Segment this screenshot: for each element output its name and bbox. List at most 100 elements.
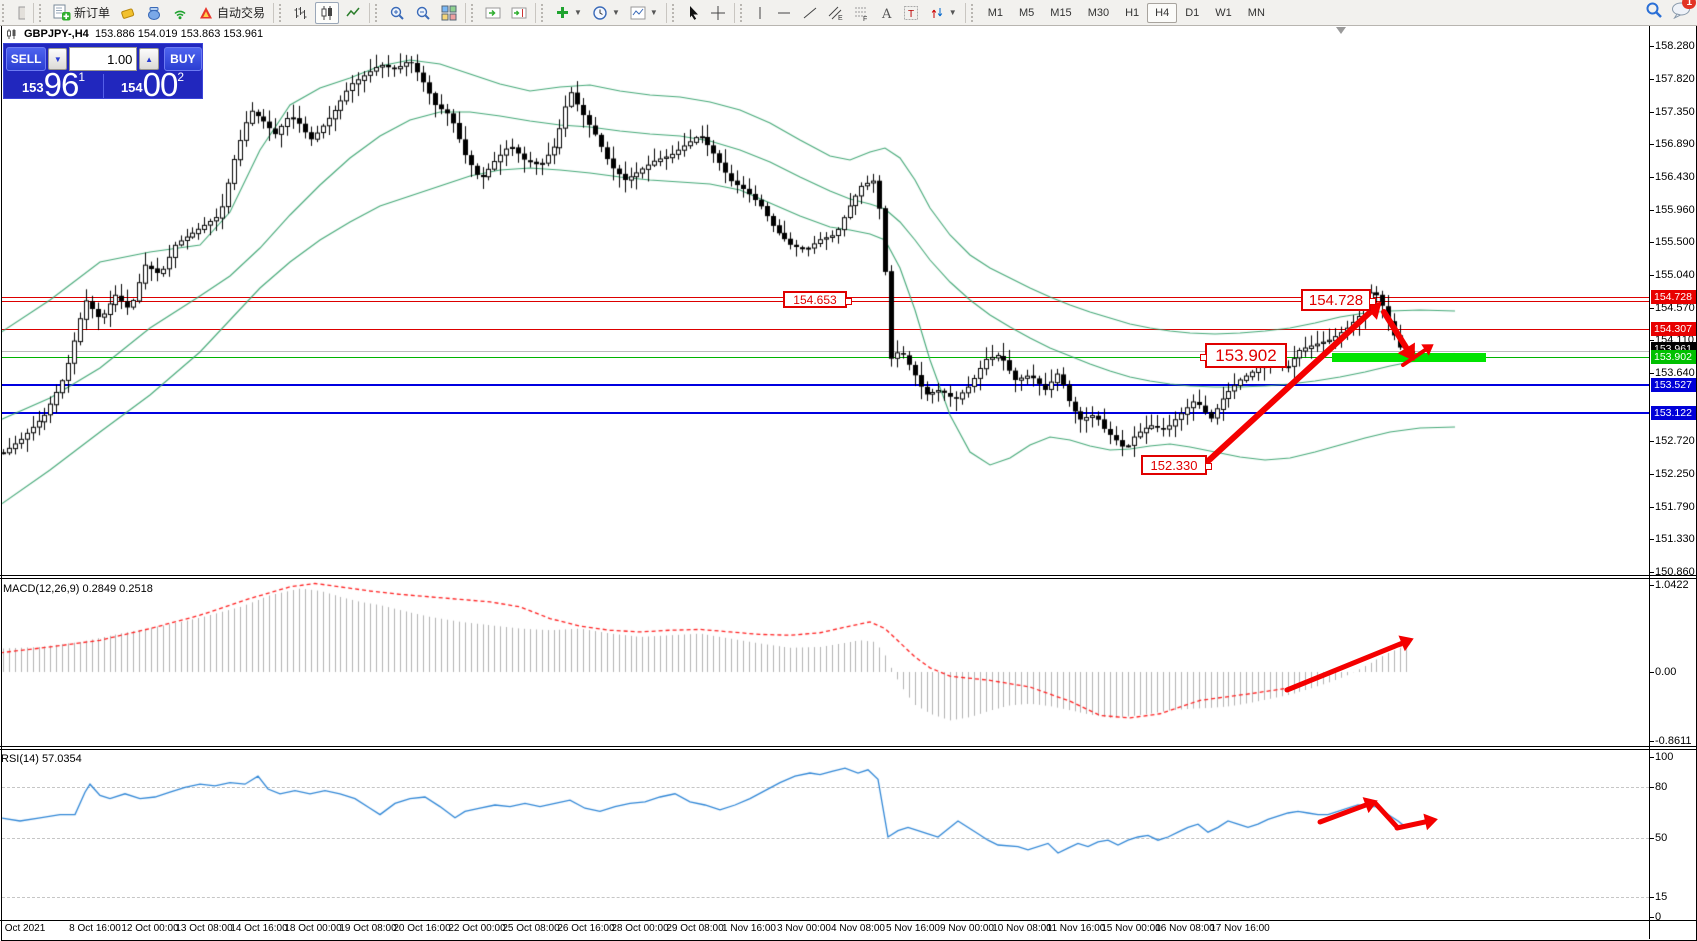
- sell-button[interactable]: SELL: [6, 47, 47, 71]
- timeframe-m5[interactable]: M5: [1019, 6, 1035, 19]
- date-label: 11 Nov 16:00: [1046, 923, 1106, 934]
- macd-trend-arrow[interactable]: [1268, 621, 1429, 709]
- chevron-down-icon: ▼: [611, 8, 620, 17]
- date-label: 8 Oct 16:00: [69, 923, 121, 934]
- price-tick-mark: [1650, 112, 1654, 113]
- price-annotation-152330[interactable]: 152.330: [1141, 455, 1212, 475]
- buy-button[interactable]: BUY: [163, 47, 203, 71]
- price-tick: 152.720: [1655, 435, 1695, 447]
- clipped-window-icon[interactable]: [12, 2, 29, 24]
- timeframe-mn[interactable]: MN: [1247, 6, 1265, 19]
- price-tick: 156.430: [1655, 171, 1695, 183]
- search-icon[interactable]: [1645, 1, 1663, 24]
- price-badge-153527: 153.527: [1651, 378, 1697, 392]
- toolbar-separator: [665, 2, 667, 23]
- auto-scroll-button[interactable]: [481, 2, 505, 24]
- date-label: 13 Oct 08:00: [175, 923, 233, 934]
- volume-down-button[interactable]: ▼: [48, 48, 68, 70]
- toolbar-separator: [273, 2, 275, 23]
- timeframe-h1[interactable]: H1: [1125, 6, 1140, 19]
- rsi-pane-separator[interactable]: [0, 746, 1697, 750]
- chevron-down-icon: ▼: [649, 8, 658, 17]
- rsi-right-arrow[interactable]: [1378, 801, 1453, 847]
- indicators-button[interactable]: ▼: [551, 2, 586, 23]
- bid-price[interactable]: 153 96 1: [21, 66, 86, 103]
- price-badge-154728: 154.728: [1651, 290, 1697, 304]
- zoom-out-button[interactable]: [411, 2, 435, 24]
- vertical-line-button[interactable]: [750, 2, 770, 24]
- rsi-up-arrow[interactable]: [1301, 783, 1393, 841]
- line-chart-button[interactable]: [341, 2, 365, 24]
- new-order-button[interactable]: 新订单: [49, 1, 114, 24]
- templates-button[interactable]: ▼: [626, 2, 662, 24]
- price-annotation-154728[interactable]: 154.728: [1301, 289, 1376, 311]
- date-label: 1 Nov 16:00: [722, 923, 776, 934]
- rsi-tick: 0: [1655, 911, 1662, 923]
- text-button[interactable]: A: [876, 2, 897, 24]
- timeframe-h4[interactable]: H4: [1147, 2, 1178, 23]
- macd-tick: 0.00: [1655, 666, 1677, 678]
- price-tick-mark: [1650, 340, 1654, 341]
- periods-button[interactable]: ▼: [588, 2, 624, 24]
- tile-windows-button[interactable]: [437, 2, 461, 24]
- timeframe-m30[interactable]: M30: [1087, 6, 1110, 19]
- toolbar-separator: [733, 2, 735, 23]
- fibonacci-button[interactable]: F: [850, 2, 874, 24]
- macd-tick: 1.0422: [1655, 579, 1689, 591]
- crosshair-button[interactable]: [706, 2, 730, 24]
- timeframe-m1[interactable]: M1: [987, 6, 1003, 19]
- date-label: 18 Oct 00:00: [284, 923, 342, 934]
- notifications-icon[interactable]: 1: [1671, 0, 1696, 24]
- date-label: 12 Oct 00:00: [121, 923, 179, 934]
- arrows-button[interactable]: ▼: [925, 2, 961, 24]
- price-tick-mark: [1650, 474, 1654, 475]
- trend-down-arrow[interactable]: [1362, 290, 1434, 379]
- price-axis-line: [1649, 25, 1650, 939]
- macd-tick: -0.8611: [1655, 735, 1692, 747]
- price-annotation-154653[interactable]: 154.653: [783, 291, 852, 308]
- toolbar-separator: [465, 2, 467, 23]
- volume-input[interactable]: [69, 47, 138, 71]
- ask-price[interactable]: 154 00 2: [120, 66, 185, 103]
- toolbar-grip: [739, 3, 747, 22]
- annotation-handle[interactable]: [1369, 298, 1376, 305]
- trendline-button[interactable]: [798, 2, 822, 24]
- signals-button[interactable]: [168, 2, 192, 24]
- date-label: 5 Nov 16:00: [886, 923, 940, 934]
- auto-trading-button[interactable]: 自动交易: [194, 1, 269, 24]
- price-annotation-153902[interactable]: 153.902: [1200, 343, 1287, 368]
- history-button[interactable]: [116, 2, 140, 24]
- rsi-tick-mark: [1650, 757, 1654, 758]
- macd-tick-mark: [1650, 672, 1654, 673]
- rsi-tick-mark: [1650, 787, 1654, 788]
- timeframe-d1[interactable]: D1: [1185, 6, 1200, 19]
- candlestick-chart-button[interactable]: [315, 1, 340, 24]
- date-label: 22 Oct 00:00: [448, 923, 506, 934]
- rsi-tick-mark: [1650, 897, 1654, 898]
- chart-shift-button[interactable]: [507, 2, 531, 24]
- bar-chart-button[interactable]: [289, 2, 313, 24]
- depth-button[interactable]: [142, 2, 166, 24]
- price-tick-mark: [1650, 441, 1654, 442]
- zoom-in-button[interactable]: [385, 2, 409, 24]
- chevron-down-icon: ▼: [948, 8, 957, 17]
- chart-shift-marker[interactable]: [1336, 27, 1346, 34]
- text-label-button[interactable]: T: [899, 2, 923, 24]
- bounce-up-arrow[interactable]: [1387, 330, 1447, 381]
- price-badge-154307: 154.307: [1651, 322, 1697, 336]
- horizontal-line-button[interactable]: [772, 2, 796, 24]
- volume-up-button[interactable]: ▲: [139, 48, 159, 70]
- macd-pane-separator[interactable]: [0, 575, 1697, 579]
- timeframe-w1[interactable]: W1: [1215, 6, 1232, 19]
- equidistant-channel-button[interactable]: E: [824, 2, 848, 24]
- date-label: 14 Oct 16:00: [230, 923, 288, 934]
- rsi-down-stroke[interactable]: [1357, 785, 1416, 846]
- annotation-handle[interactable]: [1200, 353, 1207, 361]
- cursor-button[interactable]: [682, 2, 704, 24]
- timeframe-m15[interactable]: M15: [1050, 6, 1072, 19]
- annotation-handle[interactable]: [1205, 463, 1212, 470]
- annotation-handle[interactable]: [845, 297, 852, 305]
- rsi-tick-mark: [1650, 917, 1654, 918]
